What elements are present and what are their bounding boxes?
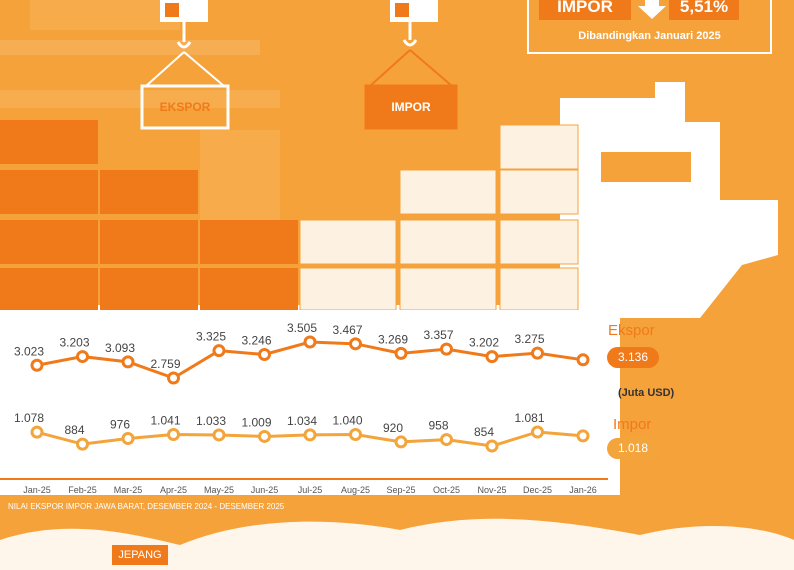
legend-ekspor-label: Ekspor (608, 322, 655, 339)
data-label-impor-5: 1.009 (241, 415, 271, 429)
point-impor-10 (485, 439, 499, 453)
point-ekspor-12 (576, 353, 590, 367)
point-ekspor-2 (121, 355, 135, 369)
data-label-ekspor-3: 2.759 (150, 357, 180, 371)
x-tick-label-10: Nov-25 (477, 485, 506, 495)
point-ekspor-10 (485, 350, 499, 364)
point-impor-1 (76, 437, 89, 451)
arrow-down-icon (638, 0, 666, 19)
unit-label: (Juta USD) (618, 387, 675, 399)
point-impor-11 (531, 425, 544, 439)
legend-impor-label: Impor (613, 416, 652, 433)
data-label-impor-2: 976 (110, 417, 130, 431)
data-label-ekspor-0: 3.023 (14, 344, 44, 358)
data-label-impor-11: 1.081 (514, 411, 544, 425)
x-tick-label-3: Apr-25 (160, 485, 187, 495)
point-ekspor-4 (212, 344, 226, 358)
data-label-impor-4: 1.033 (196, 414, 226, 428)
line-chart: 3.023 3.203 3.093 2.759 3.325 3.246 3.505 3.467… (14, 321, 597, 495)
point-ekspor-5 (258, 347, 271, 361)
impor-summary-box: IMPOR 5,51% Dibandingkan Januari 2025 (527, 0, 772, 54)
x-tick-label-6: Jul-25 (298, 485, 323, 495)
data-label-impor-0: 1.078 (14, 411, 44, 425)
data-label-ekspor-9: 3.357 (423, 328, 453, 342)
point-impor-0 (30, 425, 44, 439)
impor-percent: 5,51% (669, 0, 739, 20)
impor-crate-label: IMPOR (391, 100, 431, 114)
point-ekspor-8 (394, 346, 408, 360)
data-label-impor-10: 854 (474, 425, 494, 439)
data-label-ekspor-7: 3.467 (332, 323, 362, 337)
data-label-impor-6: 1.034 (287, 414, 317, 428)
world-map (0, 518, 794, 570)
point-ekspor-11 (531, 346, 544, 360)
legend-impor-value: 1.018 (607, 438, 659, 459)
point-ekspor-0 (30, 358, 44, 372)
point-impor-2 (121, 431, 135, 445)
data-label-ekspor-2: 3.093 (105, 341, 135, 355)
point-impor-12 (576, 429, 590, 443)
point-impor-8 (394, 435, 408, 449)
impor-crate (364, 84, 458, 130)
comparison-text: Dibandingkan Januari 2025 (578, 30, 721, 42)
point-ekspor-1 (76, 350, 89, 364)
source-note: NILAI EKSPOR IMPOR JAWA BARAT, DESEMBER … (8, 502, 285, 511)
point-impor-4 (212, 428, 226, 442)
ship-hull (0, 82, 778, 318)
x-tick-label-5: Jun-25 (251, 485, 279, 495)
x-tick-label-8: Sep-25 (386, 485, 415, 495)
country-label-jepang: JEPANG (112, 545, 168, 565)
ekspor-crate-label: EKSPOR (159, 100, 211, 114)
point-ekspor-6 (303, 335, 317, 349)
data-label-ekspor-4: 3.325 (196, 330, 226, 344)
ekspor-crate (140, 84, 230, 130)
data-label-ekspor-11: 3.275 (514, 332, 544, 346)
x-tick-label-11: Dec-25 (523, 485, 552, 495)
ship-window (601, 152, 691, 182)
data-label-impor-1: 884 (64, 423, 84, 437)
point-impor-3 (167, 427, 180, 441)
data-label-impor-3: 1.041 (150, 413, 180, 427)
data-label-impor-7: 1.040 (332, 414, 362, 428)
point-impor-9 (440, 433, 453, 447)
data-label-ekspor-5: 3.246 (241, 333, 271, 347)
point-impor-6 (303, 428, 317, 442)
data-label-ekspor-1: 3.203 (59, 336, 89, 350)
x-tick-label-2: Mar-25 (114, 485, 143, 495)
point-ekspor-9 (440, 342, 453, 356)
data-label-ekspor-8: 3.269 (378, 332, 408, 346)
x-tick-label-1: Feb-25 (68, 485, 97, 495)
data-label-ekspor-10: 3.202 (469, 336, 499, 350)
data-label-impor-9: 958 (428, 419, 448, 433)
x-tick-label-9: Oct-25 (433, 485, 460, 495)
x-tick-label-4: May-25 (204, 485, 234, 495)
point-impor-7 (349, 428, 362, 442)
x-tick-label-7: Aug-25 (341, 485, 370, 495)
data-label-impor-8: 920 (383, 421, 403, 435)
container-stacks (0, 120, 579, 310)
point-ekspor-3 (167, 371, 180, 385)
x-tick-label-12: Jan-26 (569, 485, 597, 495)
point-impor-5 (258, 429, 271, 443)
point-ekspor-7 (349, 337, 362, 351)
legend-ekspor-value: 3.136 (607, 347, 659, 368)
data-label-ekspor-6: 3.505 (287, 321, 317, 335)
x-tick-label-0: Jan-25 (23, 485, 51, 495)
impor-chip: IMPOR (539, 0, 631, 20)
